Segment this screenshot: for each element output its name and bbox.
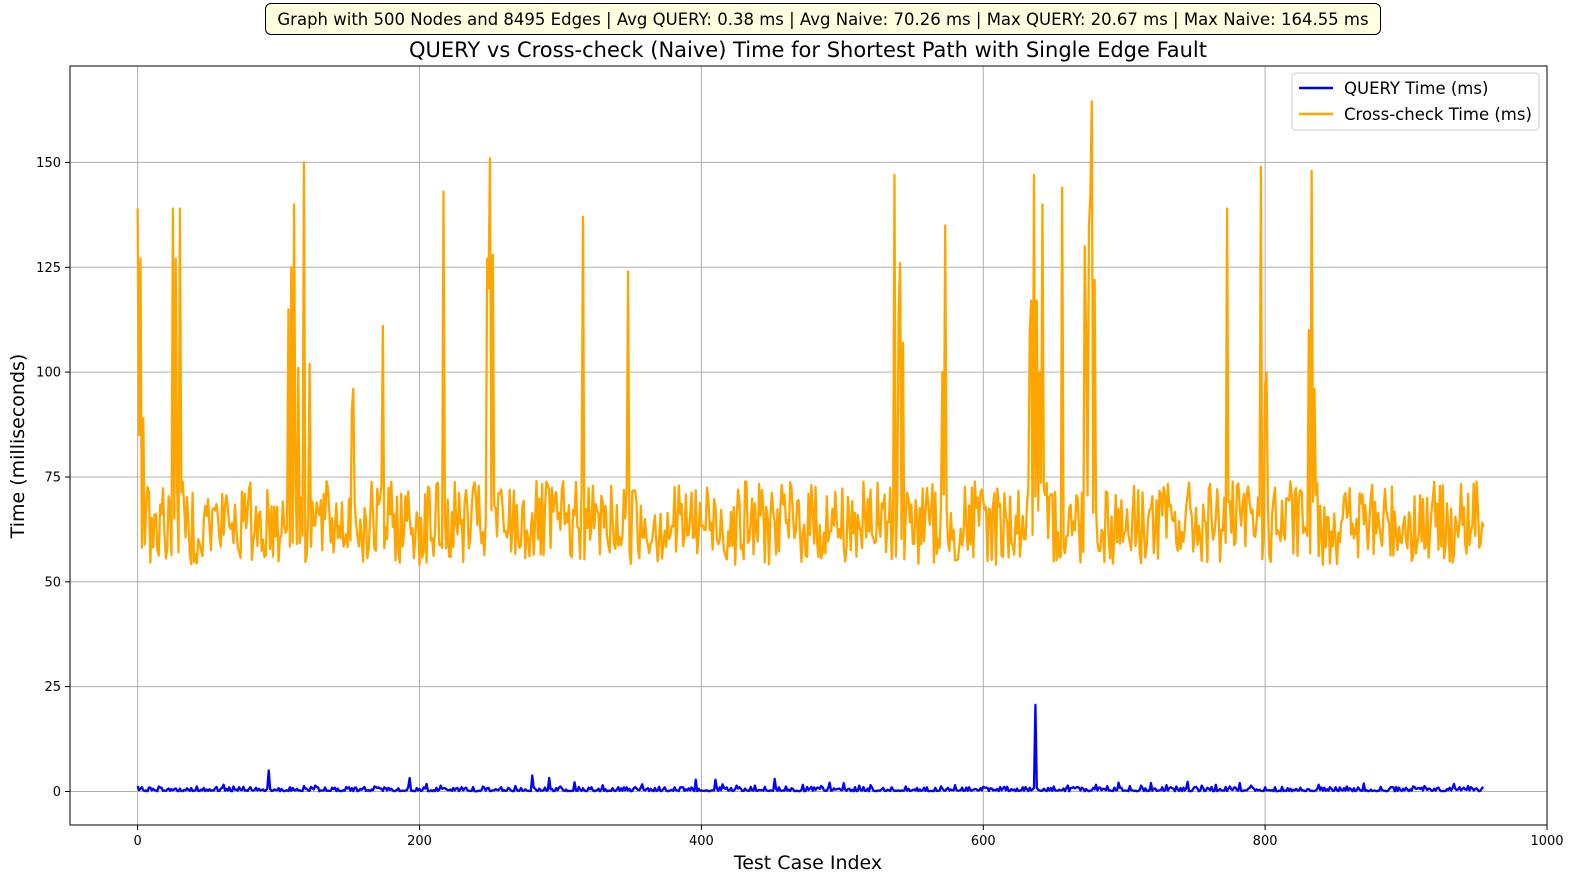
x-tick-label: 200 <box>407 834 432 849</box>
summary-banner-text: Graph with 500 Nodes and 8495 Edges | Av… <box>277 9 1369 29</box>
chart-title: QUERY vs Cross-check (Naive) Time for Sh… <box>409 38 1207 62</box>
x-tick-label: 800 <box>1253 834 1278 849</box>
y-tick-label: 25 <box>44 680 61 695</box>
crosscheck-time-line <box>136 100 1485 567</box>
x-tick-label: 0 <box>133 834 141 849</box>
legend: QUERY Time (ms) Cross-check Time (ms) <box>1291 72 1540 131</box>
x-axis-ticks: 0 200 400 600 800 1000 <box>133 825 1564 849</box>
legend-label-crosscheck: Cross-check Time (ms) <box>1344 105 1532 124</box>
series-lines <box>136 100 1485 793</box>
y-axis-ticks: 0 25 50 75 100 125 150 <box>36 156 70 800</box>
y-tick-label: 0 <box>53 785 61 800</box>
x-tick-label: 1000 <box>1530 834 1563 849</box>
y-tick-label: 75 <box>44 471 61 486</box>
plot-frame <box>69 65 1548 826</box>
y-tick-label: 125 <box>36 261 61 276</box>
x-tick-label: 400 <box>689 834 714 849</box>
query-time-line <box>136 703 1484 793</box>
y-tick-label: 100 <box>36 366 61 381</box>
grid-lines <box>70 66 1547 825</box>
legend-frame <box>1291 72 1540 131</box>
y-tick-label: 50 <box>44 575 61 590</box>
summary-banner: Graph with 500 Nodes and 8495 Edges | Av… <box>265 3 1381 35</box>
x-axis-title: Test Case Index <box>733 852 882 874</box>
legend-label-query: QUERY Time (ms) <box>1344 79 1488 98</box>
x-tick-label: 600 <box>971 834 996 849</box>
y-tick-label: 150 <box>36 156 61 171</box>
y-axis-title: Time (milliseconds) <box>7 354 29 540</box>
